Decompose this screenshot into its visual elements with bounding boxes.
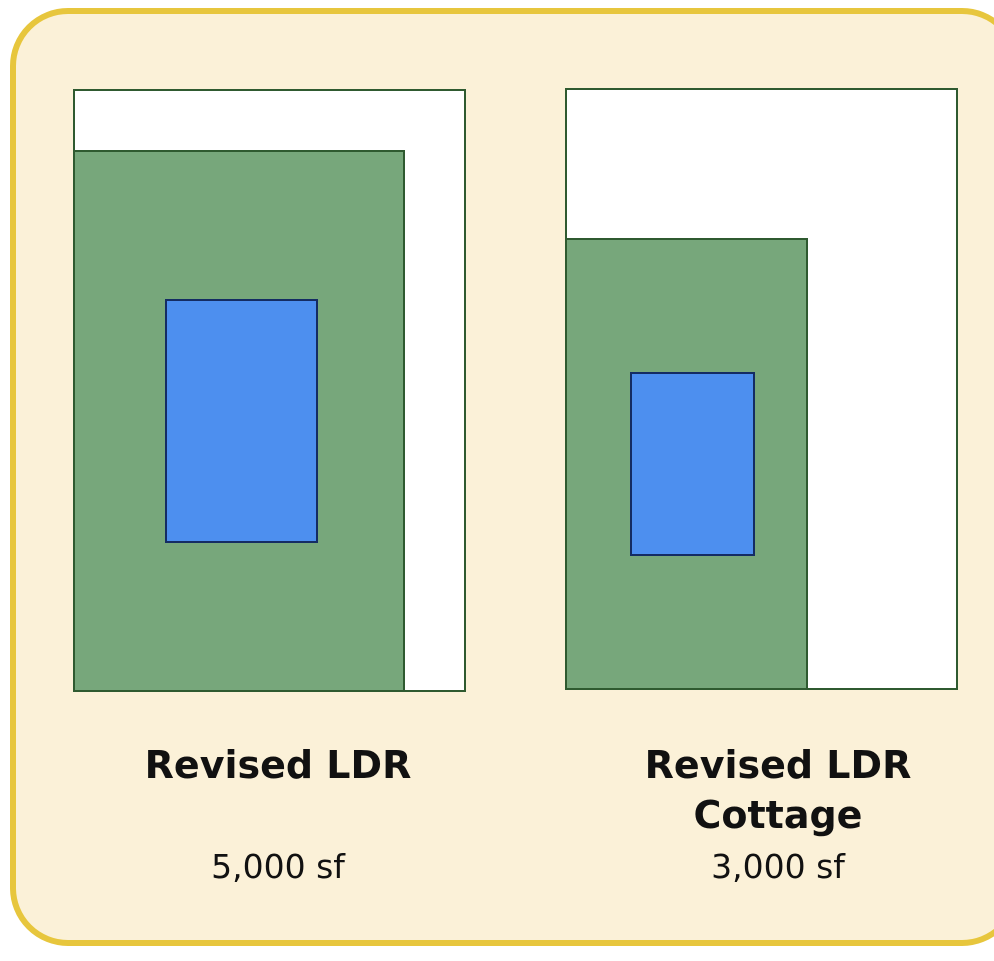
lot-label-ldr-cottage: Revised LDR Cottage xyxy=(573,740,983,840)
lot-label-ldr-cottage-line2: Cottage xyxy=(693,793,863,837)
lot-area-ldr: 5,000 sf xyxy=(211,847,345,886)
lot-label-ldr: Revised LDR xyxy=(73,740,483,790)
building-footprint-ldr xyxy=(165,299,318,543)
building-footprint-ldr-cottage xyxy=(630,372,755,556)
lot-label-ldr-cottage-line1: Revised LDR xyxy=(644,743,912,787)
lot-area-ldr-cottage: 3,000 sf xyxy=(711,847,845,886)
lot-label-ldr-line1: Revised LDR xyxy=(144,743,412,787)
